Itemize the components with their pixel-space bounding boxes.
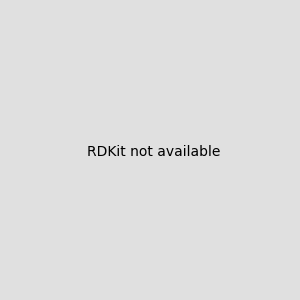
Text: RDKit not available: RDKit not available xyxy=(87,145,220,158)
